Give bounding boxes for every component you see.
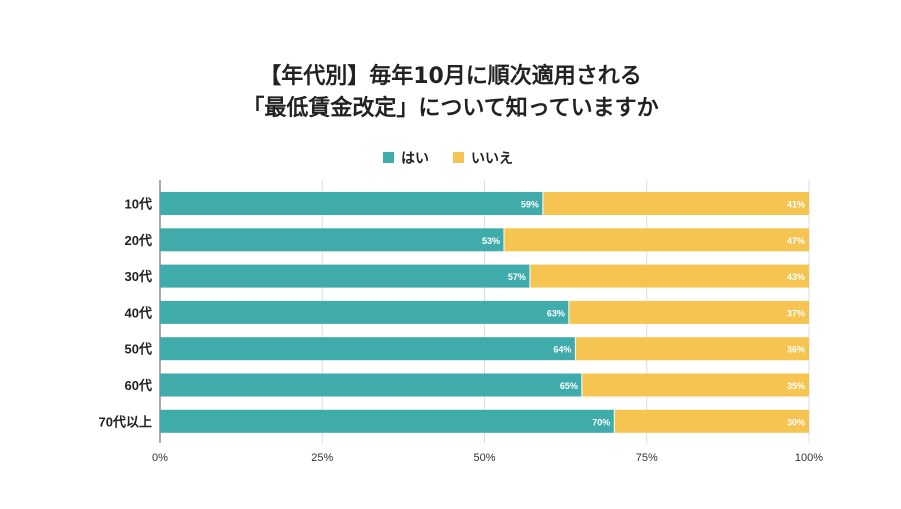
data-label: 47% bbox=[787, 236, 805, 246]
data-label: 36% bbox=[787, 345, 805, 355]
legend-label: いいえ bbox=[471, 150, 513, 166]
bar-segment-yes bbox=[160, 409, 615, 433]
category-label: 30代 bbox=[125, 269, 152, 284]
category-label: 40代 bbox=[125, 305, 152, 320]
data-label: 59% bbox=[521, 200, 539, 210]
category-label: 50代 bbox=[125, 342, 152, 357]
chart-title-line-1: 【年代別】毎年10月に順次適用される bbox=[259, 64, 642, 89]
category-label: 70代以上 bbox=[99, 414, 152, 429]
x-tick-label: 0% bbox=[152, 452, 168, 464]
data-label: 64% bbox=[553, 345, 571, 355]
bar-segment-yes bbox=[160, 373, 582, 397]
bar-segment-yes bbox=[160, 192, 543, 215]
data-label: 53% bbox=[482, 236, 500, 246]
bar-segment-yes bbox=[160, 228, 504, 252]
data-label: 35% bbox=[787, 381, 805, 391]
x-tick-label: 25% bbox=[311, 452, 333, 464]
bar-segment-no bbox=[581, 373, 809, 397]
bar-segment-no bbox=[503, 228, 809, 252]
data-label: 65% bbox=[560, 381, 578, 391]
data-label: 57% bbox=[508, 272, 526, 282]
data-label: 70% bbox=[592, 417, 610, 427]
category-label: 10代 bbox=[125, 197, 152, 212]
x-tick-label: 75% bbox=[636, 452, 658, 464]
bar-segment-yes bbox=[160, 300, 569, 324]
data-label: 37% bbox=[787, 308, 805, 318]
legend-swatch bbox=[453, 152, 464, 163]
bar-segment-no bbox=[614, 409, 809, 433]
bar-segment-no bbox=[575, 337, 809, 361]
data-label: 41% bbox=[787, 200, 805, 210]
x-tick-label: 50% bbox=[473, 452, 495, 464]
bar-segment-no bbox=[542, 192, 809, 215]
bar-segment-yes bbox=[160, 264, 530, 288]
chart-title-line-2: 「最低賃金改定」について知っていますか bbox=[242, 96, 659, 121]
bar-segment-no bbox=[568, 300, 809, 324]
x-tick-label: 100% bbox=[795, 452, 823, 464]
data-label: 30% bbox=[787, 417, 805, 427]
category-label: 60代 bbox=[125, 378, 152, 393]
category-label: 20代 bbox=[125, 233, 152, 248]
data-label: 63% bbox=[547, 308, 565, 318]
data-label: 43% bbox=[787, 272, 805, 282]
legend-swatch bbox=[383, 152, 394, 163]
bar-segment-yes bbox=[160, 337, 576, 361]
bar-segment-no bbox=[529, 264, 809, 288]
legend-label: はい bbox=[401, 150, 429, 166]
